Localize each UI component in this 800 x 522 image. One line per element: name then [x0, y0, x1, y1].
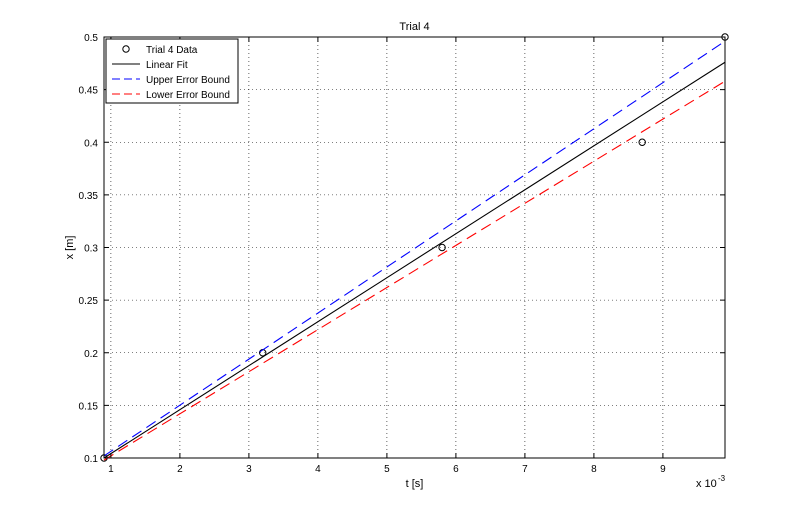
- x-tick-label: 7: [522, 464, 528, 475]
- legend-label: Linear Fit: [146, 60, 188, 71]
- label-layer: Trial 4 t [s] x [m] x 10 -3: [64, 21, 726, 490]
- x-tick-label: 1: [108, 464, 114, 475]
- data-point: [438, 243, 446, 252]
- x-tick-label: 2: [177, 464, 183, 475]
- x-axis-multiplier-exponent: -3: [718, 474, 726, 483]
- tick-layer: 1 2 3 4 5 6 7 8 9 0.1 0.15 0.2 0.25 0.3 0.35 0.4 0.45 0.5: [79, 33, 725, 475]
- chart-title: Trial 4: [399, 21, 429, 33]
- x-tick-label: 9: [660, 464, 666, 475]
- y-tick-label: 0.4: [84, 138, 98, 149]
- y-axis-label: x [m]: [64, 236, 76, 260]
- series-line-dashed: [103, 40, 726, 457]
- series-line: [103, 61, 726, 459]
- y-tick-label: 0.45: [79, 86, 99, 97]
- y-tick-label: 0.2: [84, 349, 98, 360]
- legend-box: [105, 38, 239, 104]
- series-line-dashed: [103, 80, 726, 461]
- x-tick-label: 5: [384, 464, 390, 475]
- data-point: [638, 138, 646, 146]
- y-tick-label: 0.35: [79, 191, 99, 202]
- y-tick-label: 0.3: [84, 244, 98, 255]
- y-tick-label: 0.5: [84, 33, 98, 44]
- legend-swatch: [122, 45, 130, 53]
- x-tick-label: 4: [315, 464, 321, 475]
- x-axis-multiplier: x 10: [696, 478, 717, 490]
- x-tick-label: 8: [591, 464, 597, 475]
- y-tick-label: 0.1: [84, 454, 98, 465]
- legend: Trial 4 Data Linear Fit Upper Error Bound L…: [105, 38, 239, 104]
- x-tick-label: 6: [453, 464, 459, 475]
- legend-label: Trial 4 Data: [146, 45, 198, 56]
- y-tick-label: 0.15: [79, 401, 99, 412]
- x-tick-label: 3: [246, 464, 252, 475]
- legend-label: Lower Error Bound: [146, 90, 230, 101]
- legend-label: Upper Error Bound: [146, 75, 230, 86]
- x-axis-label: t [s]: [406, 478, 424, 490]
- y-tick-label: 0.25: [79, 296, 99, 307]
